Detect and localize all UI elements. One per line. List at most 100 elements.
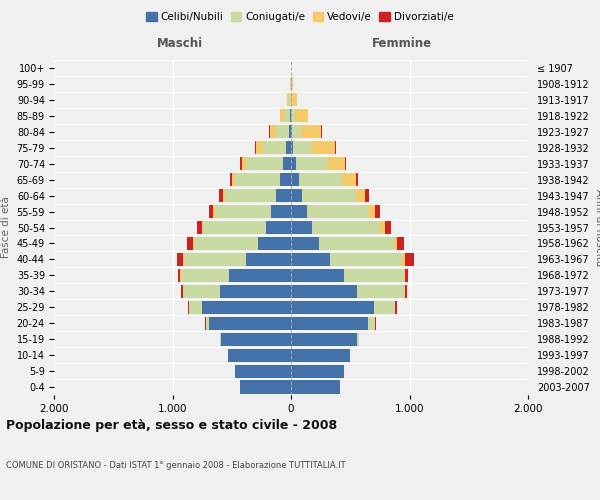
Bar [330, 253, 403, 266]
Bar [376, 205, 380, 218]
Bar [291, 205, 307, 218]
Bar [183, 285, 220, 298]
Bar [266, 221, 291, 234]
Bar [291, 316, 368, 330]
Y-axis label: Fasce di età: Fasce di età [1, 196, 11, 258]
Bar [289, 125, 291, 138]
Y-axis label: Anni di nascita: Anni di nascita [594, 189, 600, 266]
Bar [230, 173, 232, 186]
Bar [258, 237, 291, 250]
Bar [275, 189, 291, 202]
Bar [291, 237, 319, 250]
Bar [328, 157, 345, 170]
Bar [206, 316, 209, 330]
Bar [291, 173, 299, 186]
Bar [394, 237, 397, 250]
Bar [365, 189, 369, 202]
Bar [345, 157, 346, 170]
Bar [291, 78, 293, 90]
Bar [177, 253, 183, 266]
Bar [405, 269, 409, 282]
Bar [240, 380, 291, 394]
Text: COMUNE DI ORISTANO - Dati ISTAT 1° gennaio 2008 - Elaborazione TUTTITALIA.IT: COMUNE DI ORISTANO - Dati ISTAT 1° genna… [6, 461, 346, 470]
Bar [215, 205, 271, 218]
Bar [291, 332, 358, 345]
Bar [404, 269, 405, 282]
Bar [319, 237, 394, 250]
Bar [178, 269, 180, 282]
Bar [395, 300, 397, 314]
Bar [213, 205, 215, 218]
Bar [374, 300, 395, 314]
Bar [301, 125, 322, 138]
Bar [290, 110, 291, 122]
Bar [397, 237, 404, 250]
Bar [246, 157, 283, 170]
Bar [229, 269, 291, 282]
Bar [295, 110, 308, 122]
Bar [235, 173, 280, 186]
Bar [291, 157, 296, 170]
Bar [302, 189, 356, 202]
Bar [358, 332, 359, 345]
Bar [313, 141, 335, 154]
Bar [292, 110, 295, 122]
Bar [283, 157, 291, 170]
Bar [404, 285, 407, 298]
Bar [368, 205, 376, 218]
Bar [183, 253, 184, 266]
Bar [291, 269, 344, 282]
Bar [292, 94, 297, 106]
Bar [292, 125, 301, 138]
Bar [209, 205, 213, 218]
Bar [380, 221, 385, 234]
Bar [220, 285, 291, 298]
Bar [202, 221, 203, 234]
Legend: Celibi/Nubili, Coniugati/e, Vedovi/e, Divorziati/e: Celibi/Nubili, Coniugati/e, Vedovi/e, Di… [142, 8, 458, 26]
Bar [181, 285, 182, 298]
Bar [224, 189, 275, 202]
Bar [291, 94, 292, 106]
Bar [307, 205, 368, 218]
Bar [286, 141, 291, 154]
Bar [284, 110, 290, 122]
Bar [289, 94, 290, 106]
Bar [356, 189, 365, 202]
Bar [242, 157, 246, 170]
Bar [291, 125, 292, 138]
Bar [291, 380, 340, 394]
Bar [188, 300, 189, 314]
Bar [189, 300, 202, 314]
Bar [271, 205, 291, 218]
Bar [291, 221, 312, 234]
Bar [197, 221, 202, 234]
Bar [385, 221, 391, 234]
Bar [228, 348, 291, 362]
Bar [203, 221, 266, 234]
Text: Maschi: Maschi [157, 38, 203, 51]
Bar [187, 237, 193, 250]
Bar [368, 316, 374, 330]
Bar [299, 173, 343, 186]
Bar [256, 141, 263, 154]
Bar [291, 364, 344, 378]
Bar [343, 173, 356, 186]
Bar [344, 269, 404, 282]
Bar [223, 189, 224, 202]
Bar [403, 253, 404, 266]
Bar [181, 269, 229, 282]
Bar [291, 141, 293, 154]
Bar [269, 125, 276, 138]
Bar [291, 285, 358, 298]
Bar [280, 173, 291, 186]
Bar [291, 253, 330, 266]
Bar [219, 189, 223, 202]
Bar [209, 316, 291, 330]
Text: Femmine: Femmine [373, 38, 433, 51]
Bar [194, 237, 258, 250]
Bar [356, 173, 358, 186]
Bar [293, 141, 313, 154]
Bar [246, 253, 291, 266]
Bar [291, 348, 350, 362]
Bar [291, 300, 374, 314]
